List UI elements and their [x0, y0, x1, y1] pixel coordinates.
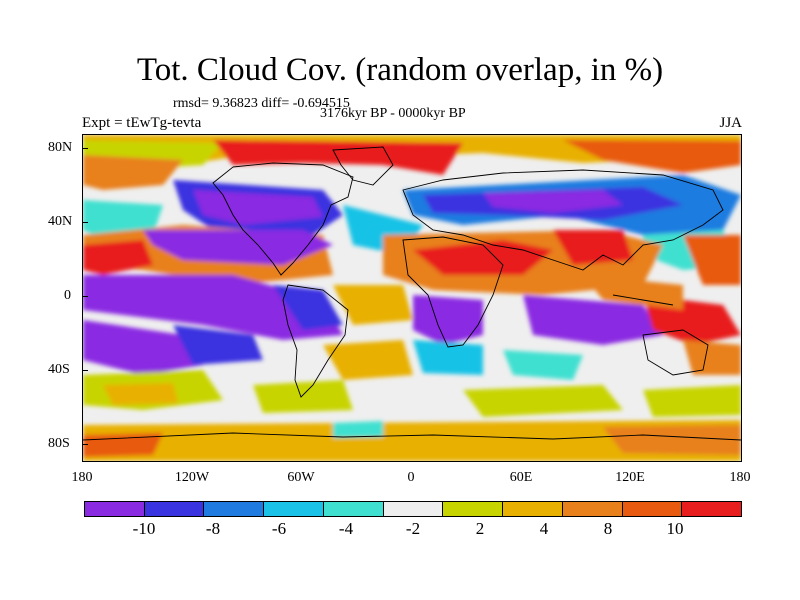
colorbar-label: -8 — [205, 519, 221, 538]
colorbar-label: 2 — [475, 519, 485, 538]
lat-label: 40N — [48, 214, 73, 229]
anomaly-region — [603, 425, 741, 455]
coast-africa — [402, 236, 504, 348]
colorbar-swatch-0 — [85, 502, 145, 516]
lon-label: 60W — [287, 470, 315, 485]
anomaly-region — [643, 385, 741, 417]
anomaly-region — [463, 385, 623, 417]
coast-south-america — [282, 284, 349, 398]
colorbar-label: -2 — [405, 519, 421, 538]
colorbar-label: 8 — [603, 519, 613, 538]
cloud-anomaly-map — [82, 134, 742, 462]
colorbar-swatch-5 — [383, 502, 444, 516]
anomaly-region — [83, 240, 153, 275]
lat-tick — [82, 370, 88, 371]
colorbar-swatch-2 — [204, 502, 265, 516]
anomaly-region — [523, 295, 663, 345]
lat-tick — [82, 444, 88, 445]
anomaly-field — [83, 135, 741, 461]
colorbar-swatch-3 — [264, 502, 324, 516]
coastlines — [83, 146, 741, 441]
map-field — [83, 135, 741, 461]
season-label: JJA — [719, 115, 742, 131]
anomaly-region — [683, 340, 741, 375]
anomaly-region — [333, 285, 413, 325]
coast-indonesia — [612, 294, 674, 306]
anomaly-region — [83, 420, 741, 461]
anomaly-region — [683, 235, 741, 285]
lon-label: 120W — [174, 470, 210, 485]
experiment-label: Expt = tEwTg-tevta — [82, 115, 202, 131]
anomaly-region — [563, 140, 741, 173]
statistics-text: rmsd= 9.36823 diff= -0.694515 — [173, 96, 350, 111]
coast-australia — [642, 329, 709, 376]
anomaly-region — [173, 325, 263, 365]
lat-tick — [82, 148, 88, 149]
coast-antarctica — [83, 432, 741, 441]
lat-label: 80N — [48, 140, 73, 155]
map-title: Tot. Cloud Cov. (random overlap, in %) — [136, 52, 664, 88]
colorbar — [84, 501, 742, 517]
lon-label: 180 — [729, 470, 751, 485]
colorbar-label: 10 — [666, 519, 684, 538]
colorbar-swatch-7 — [503, 502, 563, 516]
anomaly-region — [193, 190, 323, 225]
lon-label: 60E — [509, 470, 533, 485]
colorbar-swatch-6 — [443, 502, 504, 516]
anomaly-region — [583, 275, 683, 310]
colorbar-swatch-10 — [682, 502, 742, 516]
coast-eurasia — [402, 169, 724, 271]
coast-north-america — [212, 162, 354, 276]
colorbar-swatch-9 — [622, 502, 683, 516]
anomaly-region — [253, 380, 353, 413]
colorbar-swatch-8 — [562, 502, 623, 516]
anomaly-region — [333, 421, 383, 438]
lat-tick — [82, 296, 88, 297]
anomaly-region — [323, 340, 413, 380]
lon-label: 180 — [71, 470, 93, 485]
colorbar-label: -6 — [271, 519, 287, 538]
colorbar-label: -4 — [338, 519, 354, 538]
colorbar-swatch-1 — [144, 502, 205, 516]
anomaly-region — [103, 383, 178, 405]
anomaly-region — [143, 230, 333, 265]
anomaly-region — [483, 190, 623, 213]
lon-label: 120E — [615, 470, 645, 485]
lat-label: 0 — [64, 288, 71, 303]
anomaly-region — [83, 155, 183, 190]
colorbar-swatch-4 — [323, 502, 384, 516]
anomaly-region — [273, 285, 343, 330]
anomaly-region — [413, 340, 483, 375]
lat-tick — [82, 222, 88, 223]
colorbar-label: 4 — [539, 519, 549, 538]
anomaly-region — [83, 320, 203, 375]
lat-label: 40S — [48, 362, 70, 377]
anomaly-region — [553, 230, 633, 265]
anomaly-region — [503, 350, 583, 380]
anomaly-region — [413, 295, 483, 345]
anomaly-region — [213, 140, 463, 175]
colorbar-label: -10 — [132, 519, 156, 538]
lat-label: 80S — [48, 436, 70, 451]
coast-greenland — [332, 146, 394, 186]
lon-label: 0 — [407, 470, 415, 485]
period-text: 3176kyr BP - 0000kyr BP — [320, 106, 466, 121]
